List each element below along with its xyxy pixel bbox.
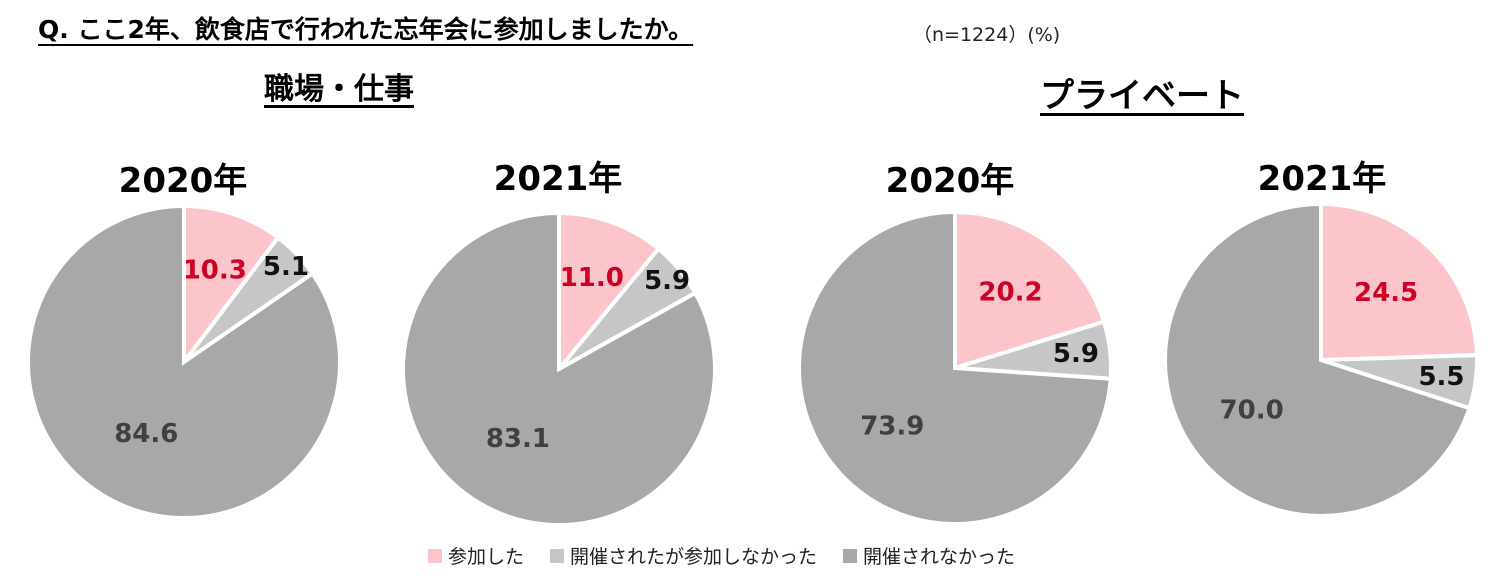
legend: 参加した 開催されたが参加しなかった 開催されなかった: [428, 542, 1015, 569]
legend-label-held-not-attended: 開催されたが参加しなかった: [570, 546, 818, 568]
pie-slice-work-2020-not-held: [26, 203, 342, 520]
pie-label-private-2021-not-held: 70.0: [1220, 395, 1284, 425]
pie-title-work-2021: 2021年: [493, 159, 623, 199]
pie-label-work-2021-attended: 11.0: [560, 263, 624, 293]
legend-swatch-attended: [428, 548, 442, 563]
pie-slice-private-2020-not-held: [797, 209, 1113, 526]
pie-label-private-2021-attended: 24.5: [1354, 278, 1418, 308]
group-title-private: プライベート: [1040, 76, 1244, 116]
pie-label-private-2021-held-not-attended: 5.5: [1418, 362, 1464, 392]
pie-slice-private-2021-not-held: [1163, 201, 1472, 518]
legend-label-not-held: 開催されなかった: [863, 546, 1016, 568]
legend-item-not-held: 開催されなかった: [843, 542, 1015, 569]
pie-label-work-2021-not-held: 83.1: [486, 424, 550, 454]
pie-title-private-2021: 2021年: [1257, 159, 1387, 199]
pie-title-private-2020: 2020年: [885, 161, 1015, 201]
pie-slice-private-2020-attended: [953, 209, 1107, 371]
pie-slice-work-2020-attended: [182, 203, 281, 368]
sample-note: （n=1224）(%): [913, 24, 1061, 46]
pie-slice-work-2021-not-held: [401, 210, 717, 527]
pie-title-work-2020: 2020年: [118, 161, 248, 201]
legend-label-attended: 参加した: [448, 546, 525, 568]
pie-label-work-2021-held-not-attended: 5.9: [644, 266, 690, 296]
pie-label-work-2020-not-held: 84.6: [114, 419, 178, 449]
pie-slice-work-2021-attended: [557, 210, 662, 375]
question-title: Q. ここ2年、飲食店で行われた忘年会に参加しましたか。: [38, 15, 694, 44]
pie-slice-private-2021-attended: [1319, 201, 1479, 363]
pie-label-work-2020-attended: 10.3: [183, 255, 247, 285]
pie-label-private-2020-attended: 20.2: [978, 278, 1042, 308]
group-title-work: 職場・仕事: [264, 72, 414, 107]
legend-swatch-not-held: [843, 548, 858, 563]
legend-swatch-held-not-attended: [550, 548, 565, 563]
pie-label-private-2020-not-held: 73.9: [860, 412, 924, 442]
pie-label-private-2020-held-not-attended: 5.9: [1053, 339, 1099, 369]
legend-item-held-not-attended: 開催されたが参加しなかった: [550, 542, 817, 569]
legend-item-attended: 参加した: [428, 542, 524, 569]
pie-label-work-2020-held-not-attended: 5.1: [263, 252, 309, 282]
